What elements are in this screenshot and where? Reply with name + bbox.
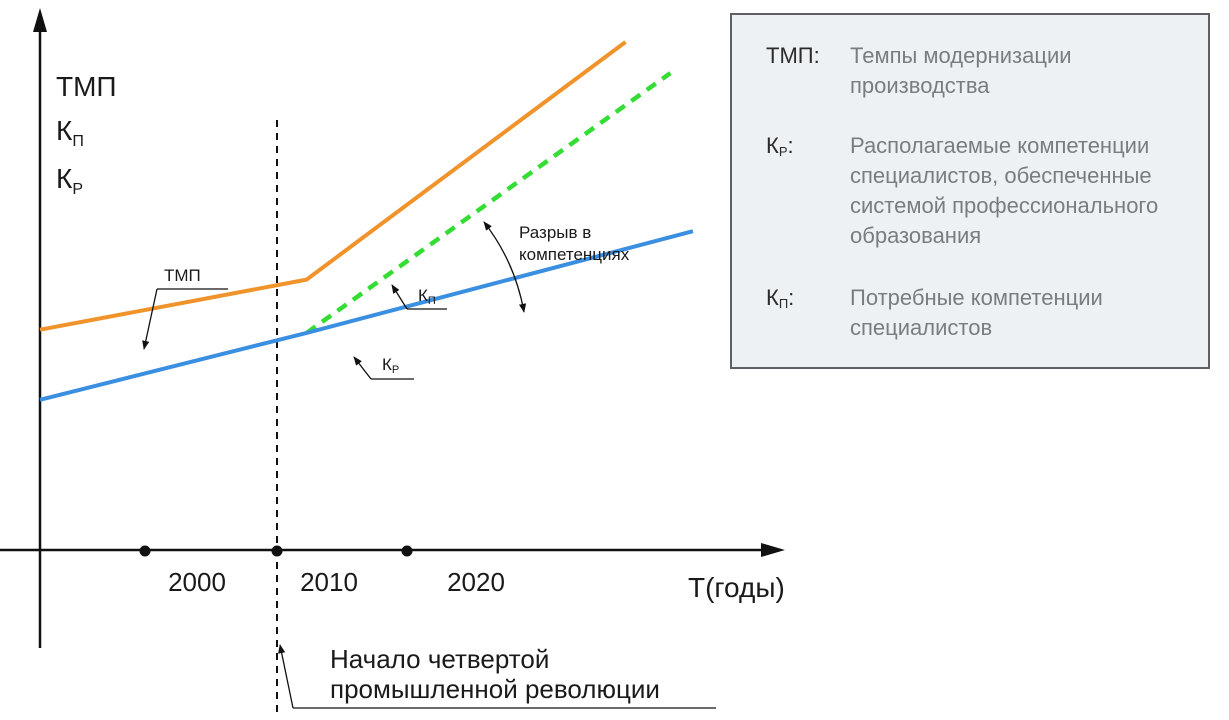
- annotation-kr-label: КР: [382, 355, 399, 376]
- annotation-tmp-label: ТМП: [164, 266, 201, 285]
- x-tick-label-2010: 2010: [300, 567, 358, 597]
- y-axis-label-kr: КР: [56, 163, 83, 198]
- x-tick-dot-2000: [139, 545, 151, 557]
- series-line-tmp: [39, 40, 627, 332]
- y-axis-label-kp: КП: [56, 115, 84, 150]
- legend-desc-tmp: Темпы модернизации производства: [850, 43, 1072, 98]
- legend-box: ТМП: Темпы модернизации производства КР:…: [730, 13, 1210, 369]
- x-tick-label-2000: 2000: [168, 567, 226, 597]
- marker-caption-arrow: [278, 644, 294, 709]
- annotation-kp-arrow: [391, 284, 408, 310]
- annotation-gap-label: Разрыв в компетенциях: [519, 223, 630, 264]
- y-axis-arrow: [33, 8, 47, 32]
- legend-desc-kp: Потребные компетенции специалистов: [850, 285, 1103, 340]
- series-line-kr: [39, 229, 694, 402]
- annotation-kr-arrow: [353, 356, 372, 380]
- x-axis-arrow: [761, 543, 785, 557]
- annotation-gap-arc: [483, 221, 527, 313]
- legend-key-tmp: ТМП:: [766, 43, 820, 68]
- x-tick-dot-2010: [271, 545, 283, 557]
- annotation-kp-label: КП: [418, 286, 436, 307]
- x-tick-label-2020: 2020: [447, 567, 505, 597]
- marker-caption: Начало четвертой промышленной революции: [330, 644, 660, 704]
- y-axis-label-tmp: ТМП: [56, 71, 117, 102]
- legend-desc-kr: Располагаемые компетенции специалистов, …: [850, 133, 1159, 248]
- series-line-kp: [305, 71, 672, 335]
- annotation-tmp-arrow: [142, 288, 158, 350]
- x-tick-dot-2020: [401, 545, 413, 557]
- x-axis-label: Т(годы): [688, 572, 785, 603]
- legend-key-kr: КР:: [766, 133, 794, 159]
- legend-key-kp: КП:: [766, 285, 795, 311]
